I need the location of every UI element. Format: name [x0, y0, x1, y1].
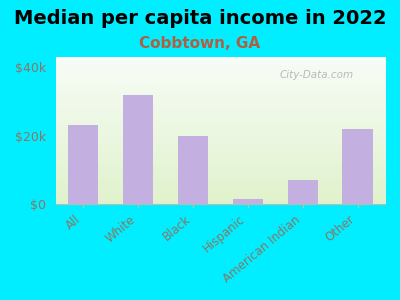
Bar: [233, 199, 263, 204]
Text: Median per capita income in 2022: Median per capita income in 2022: [14, 9, 386, 28]
Bar: [342, 129, 373, 204]
Bar: [68, 125, 98, 204]
Text: City-Data.com: City-Data.com: [280, 70, 354, 80]
Bar: [178, 136, 208, 204]
Bar: [123, 94, 153, 204]
Bar: [288, 180, 318, 204]
Text: Cobbtown, GA: Cobbtown, GA: [140, 36, 260, 51]
